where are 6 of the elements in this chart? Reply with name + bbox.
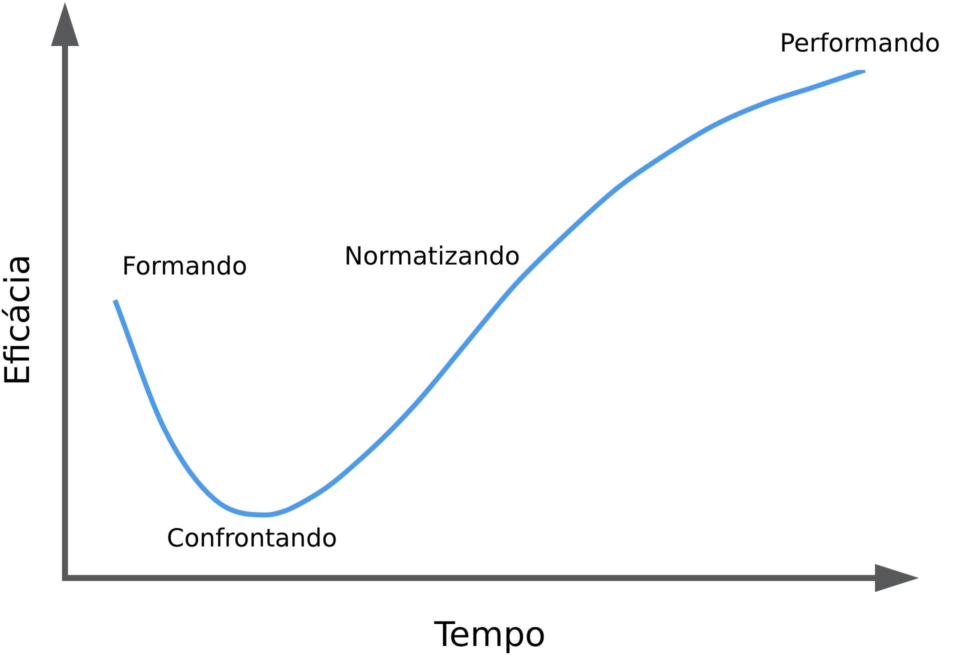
annotation: Confrontando: [166, 524, 338, 552]
y-axis-title: Eficácia: [0, 254, 38, 386]
text: Performando: [780, 28, 940, 58]
x-axis-title: Tempo: [433, 614, 546, 655]
annotation: Formando: [122, 252, 248, 280]
annotation: Normatizando: [344, 242, 520, 270]
